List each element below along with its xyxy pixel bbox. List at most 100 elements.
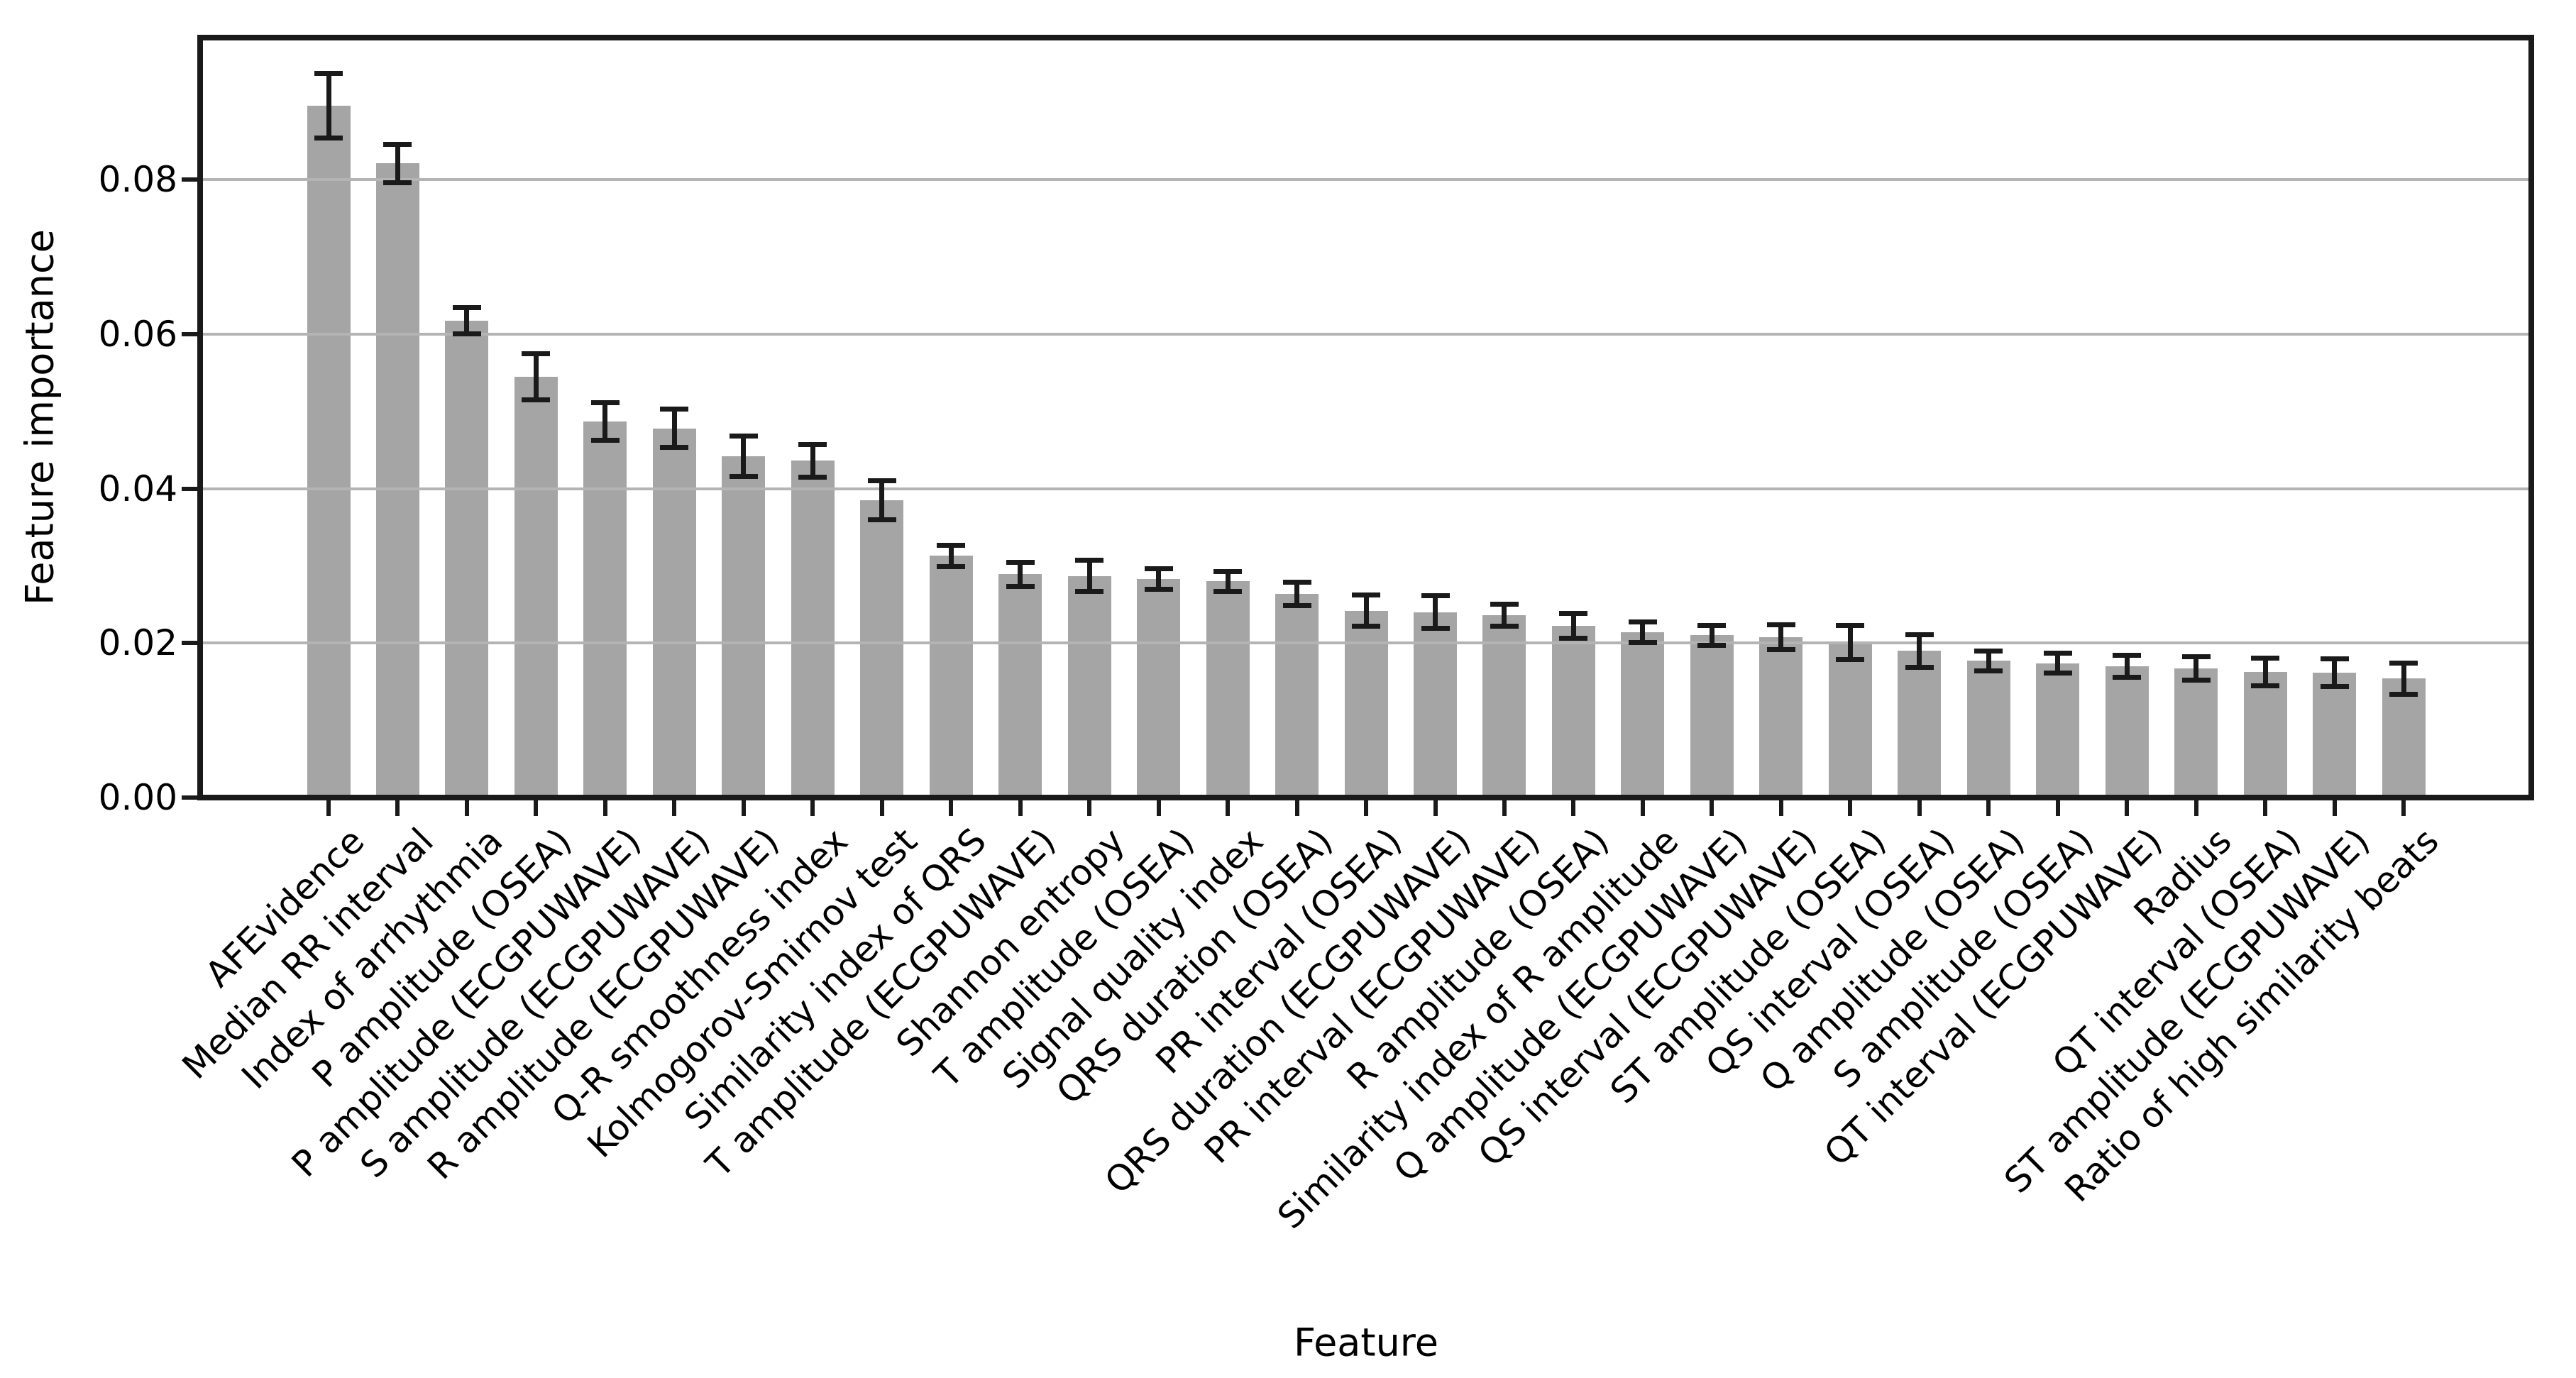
error-bar — [1847, 625, 1853, 660]
error-bar — [1986, 651, 1991, 671]
error-bar-cap-bottom — [452, 331, 481, 337]
bar — [1067, 575, 1111, 798]
error-bar-cap-bottom — [1628, 639, 1657, 645]
error-bar — [1640, 622, 1646, 643]
bar — [1551, 626, 1595, 798]
error-bar — [879, 480, 885, 520]
error-bar-cap-bottom — [937, 564, 966, 570]
y-gridline — [200, 641, 2531, 645]
bar — [2105, 666, 2149, 798]
x-tick-mark — [1848, 800, 1853, 816]
y-gridline — [200, 487, 2531, 490]
x-tick-mark — [395, 800, 400, 816]
error-bar-cap-bottom — [1836, 656, 1865, 662]
error-bar-cap-top — [1006, 559, 1035, 565]
error-bar-cap-top — [2113, 653, 2142, 658]
x-tick-mark — [1571, 800, 1576, 816]
x-tick-mark — [2055, 800, 2060, 816]
error-bar-cap-bottom — [2181, 678, 2211, 683]
bar — [1482, 615, 1526, 798]
error-bar-cap-bottom — [2113, 674, 2142, 680]
error-bar-cap-bottom — [522, 397, 551, 402]
bar — [1898, 651, 1942, 798]
error-bar-cap-bottom — [1490, 623, 1519, 629]
y-tick-mark — [182, 795, 197, 800]
error-bar-cap-top — [1836, 622, 1865, 628]
error-bar-cap-top — [1697, 622, 1727, 628]
error-bar-cap-top — [1905, 632, 1934, 637]
error-bar-cap-bottom — [1697, 643, 1727, 649]
bar — [2313, 672, 2357, 798]
x-tick-mark — [2401, 800, 2406, 816]
error-bar — [1917, 634, 1922, 668]
bar — [2243, 671, 2287, 798]
error-bar — [1086, 560, 1092, 592]
y-tick-label: 0.02 — [98, 622, 177, 664]
error-bar-cap-top — [1282, 579, 1311, 585]
error-bar-cap-bottom — [1144, 586, 1173, 592]
error-bar — [1294, 582, 1300, 605]
x-tick-mark — [1986, 800, 1991, 816]
error-bar-cap-bottom — [2043, 671, 2072, 676]
error-bar-cap-top — [522, 351, 551, 356]
error-bar-cap-top — [1352, 592, 1381, 598]
y-tick-mark — [182, 177, 197, 182]
bar — [1621, 632, 1665, 798]
error-bar-cap-bottom — [1974, 668, 2003, 673]
error-bar-cap-top — [1213, 568, 1243, 574]
x-tick-mark — [1917, 800, 1922, 816]
error-bar-cap-bottom — [1421, 626, 1450, 632]
error-bar — [395, 144, 400, 183]
error-bar-cap-bottom — [383, 180, 412, 186]
error-bar — [948, 545, 954, 567]
y-tick-label: 0.04 — [98, 468, 177, 509]
error-bar-cap-bottom — [1006, 584, 1035, 590]
error-bar-cap-bottom — [2320, 683, 2349, 689]
x-tick-mark — [1364, 800, 1369, 816]
error-bar-cap-bottom — [314, 136, 343, 140]
error-bar — [1709, 625, 1714, 646]
error-bar-cap-bottom — [1282, 602, 1311, 608]
y-gridline — [200, 178, 2531, 182]
error-bar-cap-top — [1144, 566, 1173, 572]
bar — [1414, 612, 1458, 798]
error-bar-cap-top — [314, 70, 343, 76]
bar — [791, 461, 835, 798]
error-bar-cap-bottom — [2251, 683, 2280, 688]
x-tick-mark — [1294, 800, 1299, 816]
x-tick-mark — [1433, 800, 1438, 816]
error-bar-cap-bottom — [590, 437, 620, 443]
y-tick-mark — [182, 331, 197, 336]
error-bar-cap-top — [867, 478, 896, 484]
error-bar — [671, 409, 677, 448]
bar — [2174, 668, 2218, 798]
error-bar-cap-bottom — [1766, 646, 1795, 652]
x-tick-mark — [1778, 800, 1783, 816]
error-bar-cap-bottom — [1559, 636, 1588, 641]
error-bar-cap-top — [1628, 619, 1657, 625]
error-bar — [2332, 658, 2338, 687]
bar — [2036, 663, 2080, 798]
x-tick-mark — [741, 800, 746, 816]
bar — [1137, 578, 1181, 798]
bar — [1966, 661, 2010, 798]
error-bar-cap-top — [1559, 611, 1588, 617]
error-bar — [1018, 562, 1023, 587]
x-tick-mark — [2125, 800, 2130, 816]
error-bar — [2055, 653, 2061, 673]
error-bar — [1778, 624, 1784, 650]
error-bar-cap-bottom — [798, 474, 827, 480]
error-bar — [326, 73, 331, 138]
error-bar-cap-top — [452, 305, 481, 311]
x-tick-mark — [1087, 800, 1092, 816]
x-tick-mark — [1156, 800, 1161, 816]
bar — [860, 500, 904, 798]
bar — [722, 456, 766, 798]
bar — [1206, 581, 1250, 798]
x-tick-mark — [2194, 800, 2198, 816]
error-bar-cap-top — [2389, 661, 2418, 666]
bar — [514, 376, 558, 798]
error-bar-cap-bottom — [660, 445, 689, 451]
bar — [1344, 610, 1388, 798]
error-bar — [2262, 658, 2268, 686]
